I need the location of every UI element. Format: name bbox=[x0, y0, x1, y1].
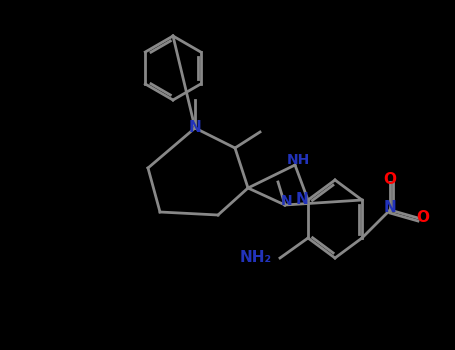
Text: NH₂: NH₂ bbox=[240, 251, 272, 266]
Text: O: O bbox=[416, 210, 430, 225]
Text: N: N bbox=[281, 194, 293, 208]
Text: N: N bbox=[189, 120, 202, 135]
Text: NH: NH bbox=[286, 153, 309, 167]
Text: N: N bbox=[296, 193, 308, 208]
Text: O: O bbox=[384, 173, 396, 188]
Text: N: N bbox=[384, 201, 396, 216]
